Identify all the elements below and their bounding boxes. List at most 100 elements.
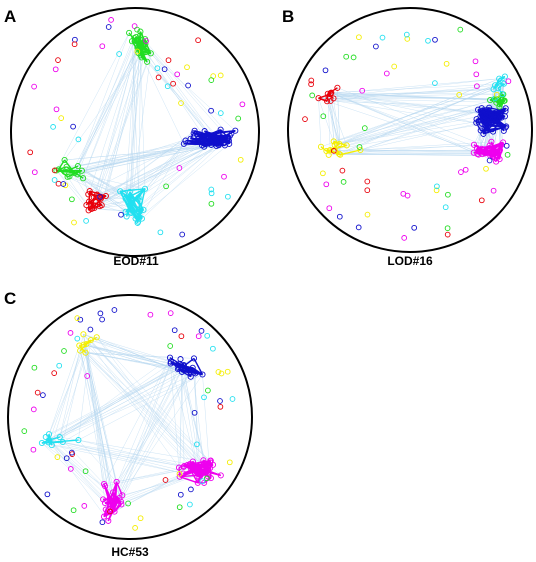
node [315,95,322,102]
node [178,333,185,340]
cluster-edge [189,460,211,465]
inter-cluster-link [112,367,193,493]
node [401,235,408,241]
inter-cluster-link [116,367,193,502]
node [174,71,181,78]
boundary-circle [10,7,260,257]
node [490,86,497,93]
node [486,142,493,149]
inter-cluster-link [339,153,497,157]
node [167,343,174,349]
node [99,316,105,323]
node [208,186,215,193]
node [74,171,81,178]
inter-cluster-link [131,31,141,205]
inter-cluster-link [48,371,183,443]
node [217,398,223,404]
node [221,142,228,149]
inter-cluster-link [139,50,146,189]
node [201,394,207,401]
node [190,369,197,376]
node [155,74,162,81]
node [373,43,379,50]
node [486,104,493,111]
node [480,146,487,153]
inter-cluster-link [328,96,335,146]
node [59,438,66,446]
node [208,77,215,83]
inter-cluster-link [48,374,203,443]
inter-cluster-link [90,339,171,362]
node [328,89,335,96]
inter-cluster-link [130,36,137,210]
inter-cluster-link [329,107,490,151]
cluster-edge [58,159,66,170]
inter-cluster-link [330,92,503,95]
node [82,349,89,356]
node [177,356,184,363]
node [88,205,95,213]
node [330,138,337,145]
node [478,105,485,112]
cluster-edge [480,115,492,124]
inter-cluster-link [49,439,190,465]
inter-cluster-link [318,98,335,146]
node [195,37,201,44]
node [432,80,438,86]
panel-c: C HC#53 [4,289,253,559]
cluster-edge [340,149,361,156]
node [327,98,334,104]
node [175,464,183,471]
node [456,91,463,98]
inter-cluster-link [83,344,111,505]
cluster-edge [183,357,195,367]
node [225,137,232,144]
panel-a: A EOD#11 [4,7,260,268]
inter-cluster-link [83,344,171,364]
node [499,79,506,86]
cluster-edge [107,510,113,522]
node [497,99,504,106]
node [224,368,231,375]
cluster-edge [489,98,495,101]
node [134,213,141,220]
inter-cluster-link [59,436,211,463]
node [475,106,482,113]
panel-c-label: C [4,289,16,308]
inter-cluster-link [62,367,193,443]
node [317,143,325,150]
node [207,475,214,482]
node [482,114,489,121]
panel-b-label: B [282,7,294,26]
node [197,472,204,479]
node [71,41,78,48]
inter-cluster-link [328,153,483,156]
node [187,501,193,508]
node [164,83,171,90]
panelC-network [7,294,253,540]
node [501,73,508,80]
inter-cluster-link [56,48,147,171]
node [443,60,450,67]
node [500,80,507,87]
node [364,211,371,218]
inter-cluster-link [59,334,84,438]
inter-cluster-link [143,42,211,136]
node [166,354,174,361]
node [320,170,326,177]
node [458,169,464,175]
node [337,151,344,158]
inter-cluster-link [119,374,203,499]
node [198,328,205,334]
cluster-edge [210,134,222,138]
node [61,168,68,175]
node [505,78,512,85]
node [215,141,222,148]
inter-cluster-link [318,98,322,147]
node [208,200,215,207]
cluster-edge [318,97,328,102]
node [118,501,125,508]
inter-cluster-link [88,140,210,202]
node [21,428,28,434]
inter-cluster-link [58,169,132,201]
